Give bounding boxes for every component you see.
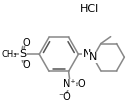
Text: S: S xyxy=(19,49,26,59)
Text: O: O xyxy=(23,60,30,70)
Text: O: O xyxy=(23,38,30,48)
Text: N: N xyxy=(89,52,97,62)
Text: N⁺: N⁺ xyxy=(63,79,76,89)
Text: HCl: HCl xyxy=(80,4,99,14)
Text: O: O xyxy=(78,79,85,89)
Text: CH₃: CH₃ xyxy=(1,50,17,59)
Text: ⁻O: ⁻O xyxy=(58,92,71,102)
Text: N: N xyxy=(83,49,91,59)
